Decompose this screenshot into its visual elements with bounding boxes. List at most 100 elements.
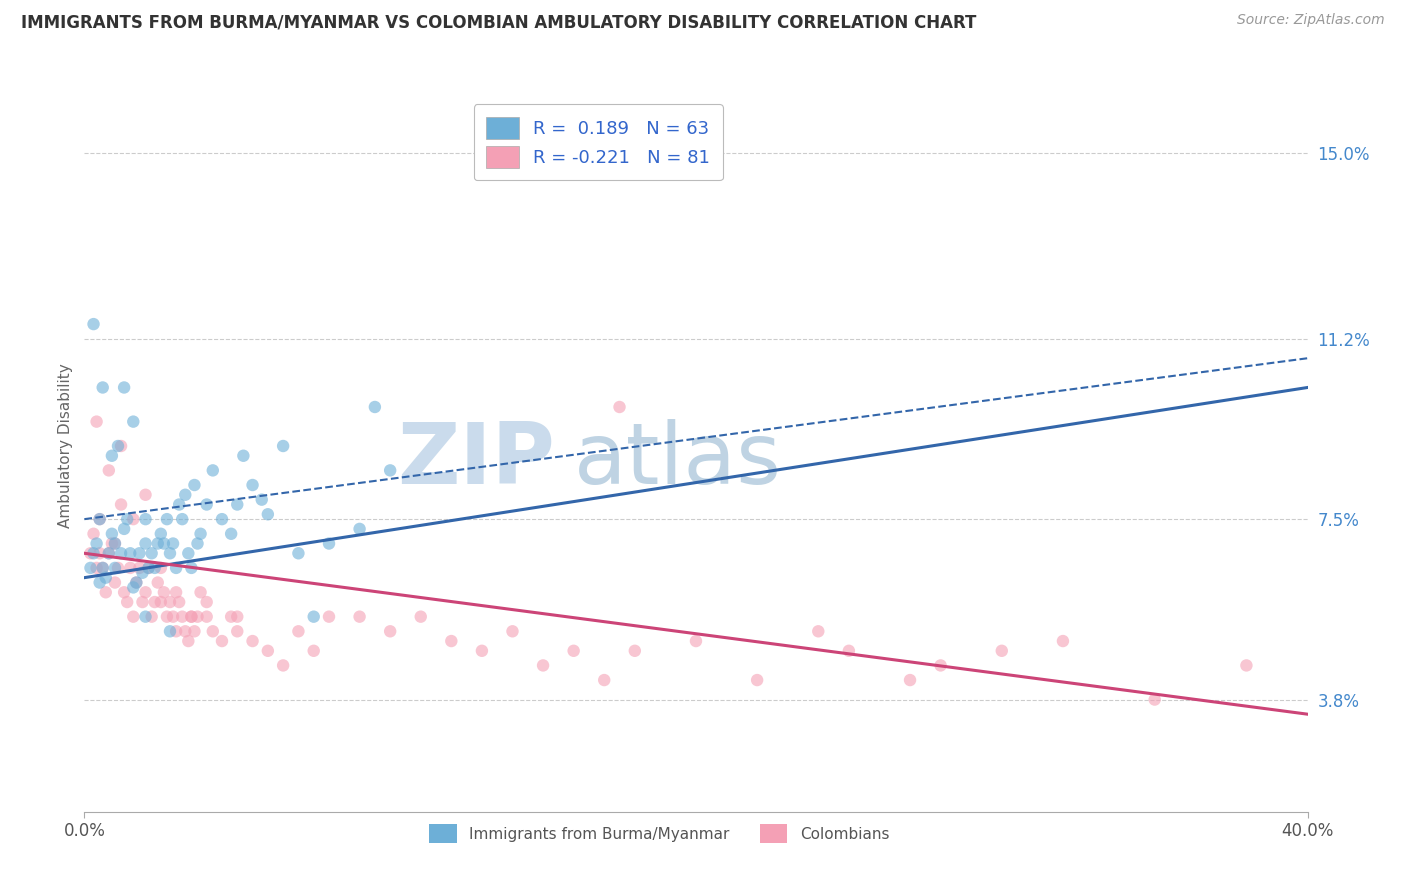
Point [97,463,120,477]
Point [180,609,202,624]
Point [186,536,208,550]
Point [226,624,249,639]
Point [89,546,111,560]
Text: atlas: atlas [574,419,782,502]
Point [86,561,108,575]
Point [159,546,181,560]
Point [97,546,120,560]
Point [190,526,212,541]
Point [318,536,340,550]
Point [107,561,129,575]
Point [91,561,114,575]
Point [195,609,218,624]
Point [101,526,124,541]
Point [257,508,280,522]
Point [125,575,148,590]
Point [747,673,769,687]
Point [135,585,157,599]
Point [159,624,181,639]
Point [318,609,340,624]
Point [838,644,860,658]
Point [232,449,254,463]
Point [104,561,127,575]
Point [125,575,148,590]
Point [138,561,160,575]
Point [531,658,554,673]
Point [211,512,233,526]
Point [128,561,150,575]
Point [120,561,142,575]
Point [122,415,145,429]
Point [162,609,184,624]
Point [94,585,117,599]
Point [149,595,172,609]
Point [146,536,169,550]
Point [440,634,463,648]
Point [97,546,120,560]
Point [609,400,631,414]
Point [94,571,117,585]
Point [89,512,111,526]
Point [86,536,108,550]
Point [172,609,194,624]
Point [101,536,124,550]
Point [242,634,264,648]
Point [186,609,208,624]
Point [201,624,224,639]
Point [141,609,163,624]
Point [149,561,172,575]
Point [195,595,218,609]
Point [165,624,187,639]
Point [174,624,197,639]
Point [86,415,108,429]
Point [110,498,132,512]
Point [302,609,325,624]
Point [110,546,132,560]
Y-axis label: Ambulatory Disability: Ambulatory Disability [58,364,73,528]
Point [83,317,105,331]
Point [112,585,135,599]
Point [79,546,101,560]
Point [156,609,179,624]
Point [107,439,129,453]
Point [104,536,127,550]
Point [201,463,224,477]
Point [219,609,242,624]
Text: Source: ZipAtlas.com: Source: ZipAtlas.com [1237,13,1385,28]
Point [807,624,830,639]
Point [83,546,105,560]
Point [110,439,132,453]
Point [250,492,273,507]
Point [1052,634,1074,648]
Point [89,512,111,526]
Point [128,546,150,560]
Point [219,526,242,541]
Point [165,585,187,599]
Point [138,561,160,575]
Point [177,546,200,560]
Point [380,624,402,639]
Point [174,488,197,502]
Point [471,644,494,658]
Point [79,561,101,575]
Point [162,536,184,550]
Point [153,585,176,599]
Point [183,478,205,492]
Point [287,624,309,639]
Point [122,581,145,595]
Point [409,609,432,624]
Point [167,595,190,609]
Point [593,673,616,687]
Point [167,498,190,512]
Point [159,595,181,609]
Text: IMMIGRANTS FROM BURMA/MYANMAR VS COLOMBIAN AMBULATORY DISABILITY CORRELATION CHA: IMMIGRANTS FROM BURMA/MYANMAR VS COLOMBI… [21,13,976,31]
Point [143,595,166,609]
Point [364,400,387,414]
Point [131,595,153,609]
Point [112,522,135,536]
Point [562,644,585,658]
Point [122,609,145,624]
Point [153,536,176,550]
Point [131,566,153,580]
Point [104,536,127,550]
